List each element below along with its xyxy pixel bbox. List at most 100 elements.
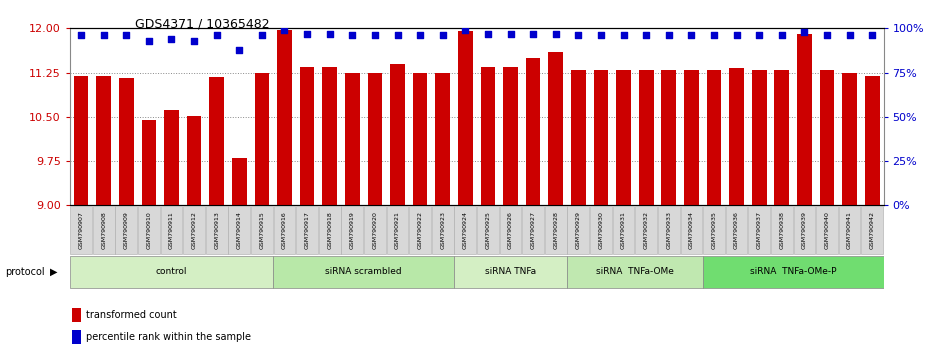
Text: GDS4371 / 10365482: GDS4371 / 10365482 [135, 18, 270, 31]
Point [661, 33, 676, 38]
FancyBboxPatch shape [681, 206, 702, 254]
Bar [571, 70, 586, 205]
Point [571, 33, 586, 38]
Bar [525, 58, 540, 205]
Text: GSM790927: GSM790927 [531, 211, 536, 249]
FancyBboxPatch shape [206, 206, 228, 254]
Text: GSM790910: GSM790910 [146, 211, 152, 249]
Bar [299, 67, 314, 205]
Text: GSM790937: GSM790937 [757, 211, 762, 249]
FancyBboxPatch shape [273, 256, 454, 288]
Bar [323, 67, 337, 205]
Bar [797, 34, 812, 205]
FancyBboxPatch shape [432, 206, 454, 254]
Text: GSM790931: GSM790931 [621, 211, 626, 249]
Point [255, 33, 270, 38]
Text: GSM790932: GSM790932 [644, 211, 648, 249]
Text: siRNA  TNFa-OMe-P: siRNA TNFa-OMe-P [750, 267, 836, 276]
Point [819, 33, 834, 38]
Bar [503, 67, 518, 205]
Bar [684, 70, 698, 205]
Point [187, 38, 202, 44]
FancyBboxPatch shape [771, 206, 792, 254]
Text: GSM790936: GSM790936 [734, 211, 739, 249]
Text: GSM790917: GSM790917 [305, 211, 310, 249]
Text: GSM790921: GSM790921 [395, 211, 400, 249]
Text: GSM790925: GSM790925 [485, 211, 490, 249]
Point [797, 29, 812, 35]
FancyBboxPatch shape [387, 206, 408, 254]
FancyBboxPatch shape [115, 206, 137, 254]
Text: GSM790916: GSM790916 [282, 211, 287, 249]
Point [277, 27, 292, 33]
Point [435, 33, 450, 38]
Point [503, 31, 518, 36]
Point [413, 33, 428, 38]
FancyBboxPatch shape [70, 206, 92, 254]
Bar [775, 70, 790, 205]
FancyBboxPatch shape [703, 256, 884, 288]
Bar [97, 75, 111, 205]
Bar [617, 70, 631, 205]
FancyBboxPatch shape [635, 206, 657, 254]
Text: GSM790924: GSM790924 [463, 211, 468, 249]
Bar [481, 67, 496, 205]
Point [751, 33, 766, 38]
FancyBboxPatch shape [477, 206, 498, 254]
Point [639, 33, 654, 38]
Point [729, 33, 744, 38]
FancyBboxPatch shape [591, 206, 612, 254]
Bar [345, 73, 360, 205]
Bar [593, 70, 608, 205]
Text: transformed count: transformed count [86, 310, 177, 320]
FancyBboxPatch shape [409, 206, 431, 254]
Bar [73, 75, 88, 205]
Point [164, 36, 179, 42]
FancyBboxPatch shape [297, 206, 318, 254]
Bar [187, 116, 202, 205]
FancyBboxPatch shape [319, 206, 340, 254]
Bar [435, 73, 450, 205]
Text: GSM790911: GSM790911 [169, 211, 174, 249]
FancyBboxPatch shape [613, 206, 634, 254]
Text: siRNA scrambled: siRNA scrambled [326, 267, 402, 276]
FancyBboxPatch shape [658, 206, 680, 254]
Point [549, 31, 564, 36]
Text: GSM790913: GSM790913 [214, 211, 219, 249]
FancyBboxPatch shape [861, 206, 884, 254]
Bar [707, 70, 722, 205]
Text: percentile rank within the sample: percentile rank within the sample [86, 332, 251, 342]
Text: GSM790918: GSM790918 [327, 211, 332, 249]
Text: GSM790930: GSM790930 [598, 211, 604, 249]
Bar [367, 73, 382, 205]
Point [73, 33, 88, 38]
Point [775, 33, 790, 38]
Text: GSM790929: GSM790929 [576, 211, 581, 249]
Bar [843, 73, 857, 205]
Bar [119, 79, 134, 205]
FancyBboxPatch shape [499, 206, 522, 254]
Text: ▶: ▶ [50, 267, 58, 276]
Text: GSM790923: GSM790923 [440, 211, 445, 249]
Text: control: control [155, 267, 187, 276]
FancyBboxPatch shape [839, 206, 860, 254]
Point [119, 33, 134, 38]
Text: GSM790938: GSM790938 [779, 211, 784, 249]
FancyBboxPatch shape [229, 206, 250, 254]
Bar [255, 73, 269, 205]
Text: GSM790908: GSM790908 [101, 211, 106, 249]
Bar [549, 52, 563, 205]
Text: GSM790942: GSM790942 [870, 211, 875, 249]
Bar [751, 70, 766, 205]
Text: GSM790909: GSM790909 [124, 211, 128, 249]
Text: GSM790940: GSM790940 [825, 211, 830, 249]
Text: siRNA  TNFa-OMe: siRNA TNFa-OMe [596, 267, 674, 276]
Text: GSM790915: GSM790915 [259, 211, 264, 249]
Bar [729, 68, 744, 205]
Point [367, 33, 382, 38]
Bar [639, 70, 654, 205]
Text: siRNA TNFa: siRNA TNFa [485, 267, 536, 276]
Text: GSM790935: GSM790935 [711, 211, 716, 249]
Bar [232, 158, 246, 205]
FancyBboxPatch shape [364, 206, 386, 254]
